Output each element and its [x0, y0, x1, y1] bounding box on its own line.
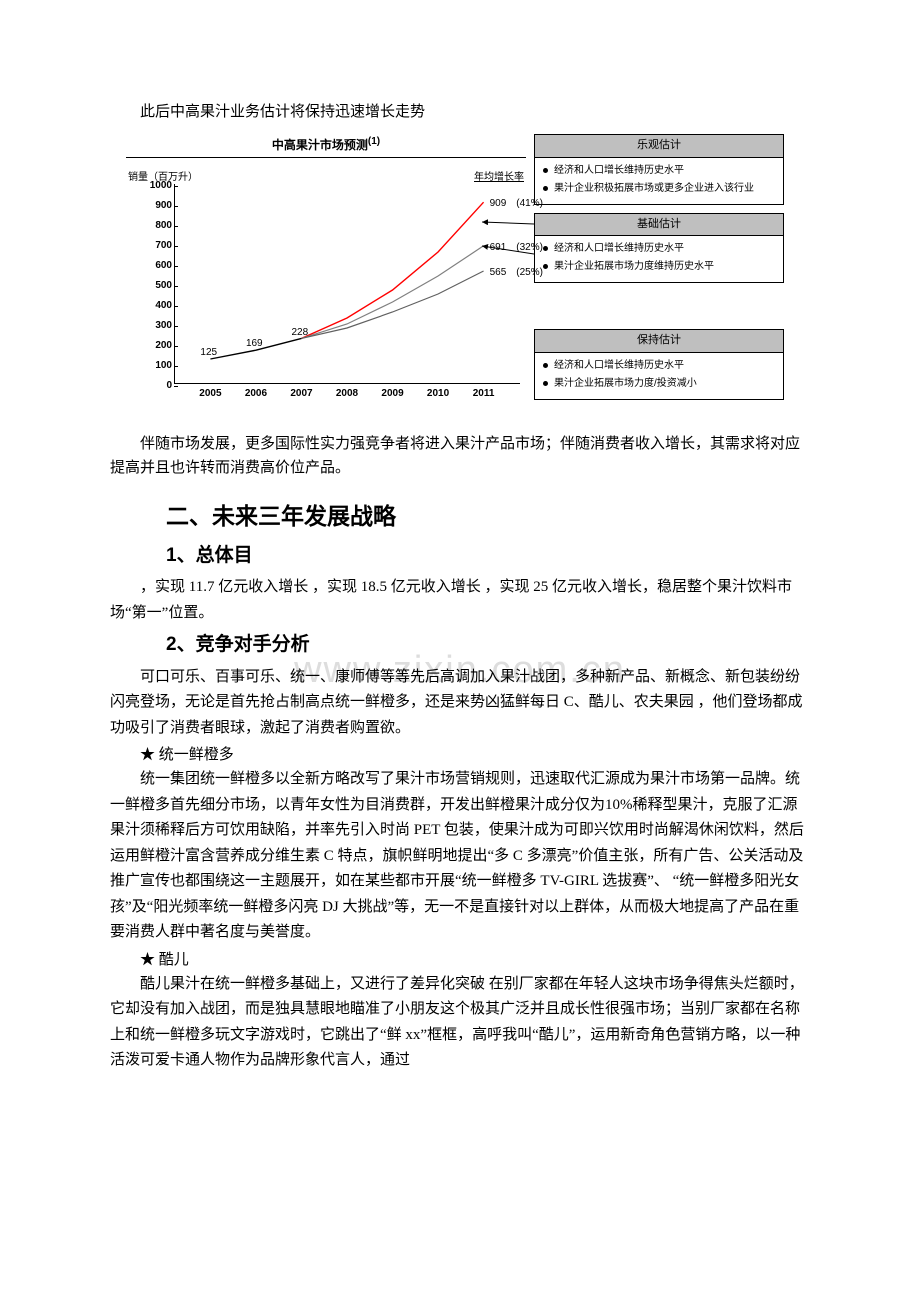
x-tick-label: 2007 [290, 386, 312, 402]
estimate-item: 果汁企业拓展市场力度/投资减小 [543, 375, 777, 393]
base-estimate-box: 基础估计 经济和人口增长维持历史水平 果汁企业拓展市场力度维持历史水平 [534, 213, 784, 284]
chart-lines-svg [174, 184, 520, 384]
conservative-estimate-box: 保持估计 经济和人口增长维持历史水平 果汁企业拓展市场力度/投资减小 [534, 329, 784, 400]
y-tick-label: 800 [138, 218, 172, 234]
subheading-competitor-analysis: 2、竞争对手分析 [166, 630, 810, 660]
paragraph-after-chart: 伴随市场发展，更多国际性实力强竞争者将进入果汁产品市场；伴随消费者收入增长，其需… [110, 432, 810, 480]
y-tick-label: 600 [138, 258, 172, 274]
y-tick-label: 1000 [138, 178, 172, 194]
chart-panel: 中高果汁市场预测(1) 销量（百万升） 年均增长率 01002003004005… [126, 134, 526, 412]
document-content: 此后中高果汁业务估计将保持迅速增长走势 中高果汁市场预测(1) 销量（百万升） … [110, 100, 810, 1074]
estimate-item: 果汁企业积极拓展市场或更多企业进入该行业 [543, 180, 777, 198]
y-tick-label: 900 [138, 198, 172, 214]
chart-plot-area: 销量（百万升） 年均增长率 01002003004005006007008009… [126, 162, 526, 412]
paragraph-goal: ，实现 11.7 亿元收入增长 ，实现 18.5 亿元收入增长 ，实现 25 亿… [110, 575, 810, 626]
paragraph-kuer: 酷儿果汁在统一鲜橙多基础上，又进行了差异化突破 在别厂家都在年轻人这块市场争得焦… [110, 972, 810, 1074]
y-tick-label: 500 [138, 278, 172, 294]
chart-data-label: 169 [246, 336, 263, 352]
estimate-item: 经济和人口增长维持历史水平 [543, 240, 777, 258]
conservative-header: 保持估计 [535, 330, 783, 353]
y-tick-label: 200 [138, 338, 172, 354]
optimistic-estimate-box: 乐观估计 经济和人口增长维持历史水平 果汁企业积极拓展市场或更多企业进入该行业 [534, 134, 784, 205]
x-tick-label: 2011 [473, 386, 495, 402]
x-tick-label: 2006 [245, 386, 267, 402]
x-tick-label: 2008 [336, 386, 358, 402]
figure-container: 中高果汁市场预测(1) 销量（百万升） 年均增长率 01002003004005… [126, 134, 810, 412]
chart-data-label: 228 [291, 325, 308, 341]
x-tick-label: 2005 [199, 386, 221, 402]
x-tick-label: 2009 [381, 386, 403, 402]
subheading-overall-goal: 1、总体目 [166, 541, 810, 571]
lead-paragraph: 此后中高果汁业务估计将保持迅速增长走势 [110, 100, 810, 124]
star-item-kuer: ★ 酷儿 [110, 948, 810, 972]
star-item-xianchengduo: ★ 统一鲜橙多 [110, 743, 810, 767]
paragraph-competitors-intro: 可口可乐、百事可乐、统一、康师傅等等先后高调加入果汁战团，多种新产品、新概念、新… [110, 665, 810, 742]
y-tick-label: 400 [138, 298, 172, 314]
paragraph-xianchengduo: 统一集团统一鲜橙多以全新方略改写了果汁市场营销规则，迅速取代汇源成为果汁市场第一… [110, 767, 810, 946]
chart-title: 中高果汁市场预测(1) [126, 134, 526, 158]
x-tick-label: 2010 [427, 386, 449, 402]
chart-data-label: 125 [200, 345, 217, 361]
base-header: 基础估计 [535, 214, 783, 237]
heading-strategy: 二、未来三年发展战略 [166, 498, 810, 535]
y-tick-label: 0 [138, 378, 172, 394]
optimistic-header: 乐观估计 [535, 135, 783, 158]
estimate-item: 经济和人口增长维持历史水平 [543, 357, 777, 375]
y-tick-label: 100 [138, 358, 172, 374]
estimate-item: 果汁企业拓展市场力度维持历史水平 [543, 258, 777, 276]
estimate-boxes-column: 乐观估计 经济和人口增长维持历史水平 果汁企业积极拓展市场或更多企业进入该行业 … [534, 134, 784, 400]
y-tick-label: 700 [138, 238, 172, 254]
estimate-item: 经济和人口增长维持历史水平 [543, 162, 777, 180]
y-tick-label: 300 [138, 318, 172, 334]
